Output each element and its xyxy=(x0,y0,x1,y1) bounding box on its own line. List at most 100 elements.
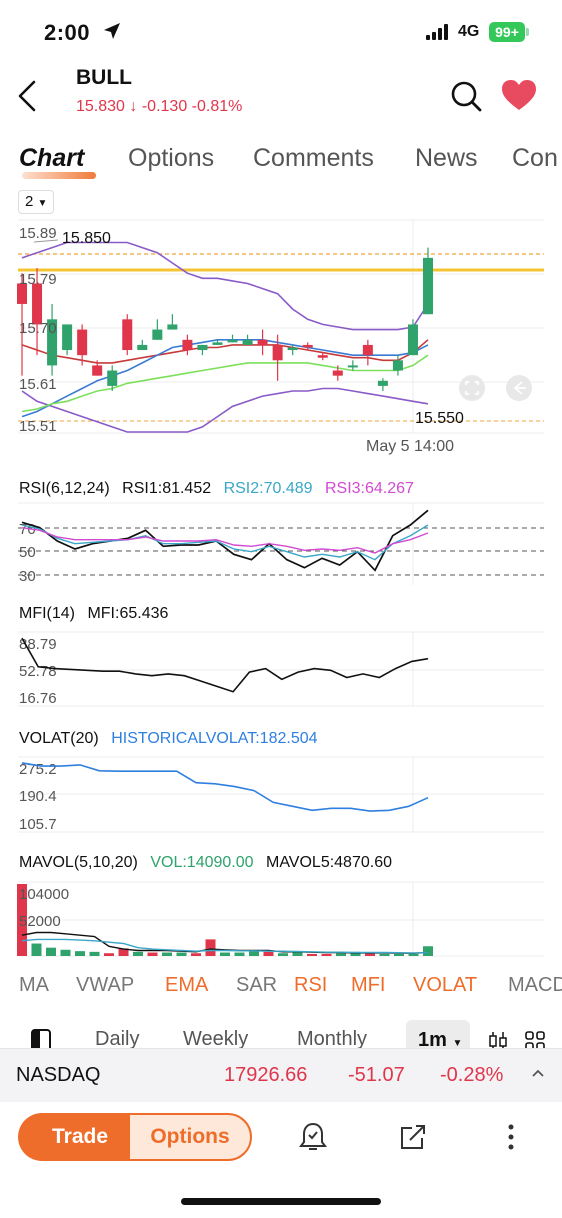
volume-bar-11 xyxy=(176,952,187,956)
volat-label: VOLAT(20) xyxy=(19,730,99,747)
volume-bar-17 xyxy=(263,951,274,956)
period-weekly[interactable]: Weekly xyxy=(183,1028,249,1050)
tab-comments[interactable]: Comments xyxy=(253,144,374,172)
status-time: 2:00 xyxy=(44,20,91,45)
volume-bar-20 xyxy=(307,953,317,956)
tab-options[interactable]: Options xyxy=(128,144,215,172)
fullscreen-icon[interactable] xyxy=(459,375,485,401)
heart-icon[interactable] xyxy=(500,78,538,112)
rsi-tick-50: 50 xyxy=(19,544,36,561)
candle-body-15 xyxy=(242,339,253,345)
price-alert-icon[interactable] xyxy=(296,1120,330,1154)
rsi-label: RSI(6,12,24) xyxy=(19,480,110,497)
volume-bar-1 xyxy=(31,943,42,956)
tab-chart[interactable]: Chart xyxy=(19,144,85,172)
volume-bar-3 xyxy=(60,949,71,956)
tab-news[interactable]: News xyxy=(415,144,478,172)
candle-body-11 xyxy=(182,339,193,351)
y-tick-1: 15.79 xyxy=(19,271,57,288)
candle-body-27 xyxy=(423,257,433,315)
detail-tabs: Chart Options Comments News Con xyxy=(0,138,562,186)
indicator-volat[interactable]: VOLAT xyxy=(413,974,478,996)
index-ticker-bar[interactable]: NASDAQ 17926.66 -51.07 -0.28% xyxy=(0,1048,562,1102)
y-tick-4: 15.51 xyxy=(19,418,57,435)
period-monthly[interactable]: Monthly xyxy=(297,1028,368,1050)
indicator-vwap[interactable]: VWAP xyxy=(76,974,135,996)
mavol-tick-0: 104000 xyxy=(19,886,69,903)
candle-body-21 xyxy=(332,370,343,376)
caret-down-icon: ▼ xyxy=(452,1038,463,1049)
stock-chart[interactable]: 15.89 15.79 15.70 15.61 15.51 15.850 15.… xyxy=(0,186,562,966)
trade-button[interactable]: Trade xyxy=(18,1113,142,1161)
indicator-ma[interactable]: MA xyxy=(19,974,49,996)
volume-bar-27 xyxy=(408,953,419,956)
tab-more[interactable]: Con xyxy=(512,144,558,172)
volume-bar-15 xyxy=(234,952,245,956)
volume-bar-21 xyxy=(321,953,332,956)
home-indicator xyxy=(181,1198,381,1205)
indicator-mfi[interactable]: MFI xyxy=(351,974,386,996)
indicator-macd[interactable]: MACD xyxy=(508,974,562,996)
search-icon[interactable] xyxy=(448,78,484,114)
low-label: 15.550 xyxy=(415,410,464,427)
period-daily[interactable]: Daily xyxy=(95,1028,140,1050)
candle-body-9 xyxy=(152,329,163,340)
chart-period-select[interactable]: 2 ▼ xyxy=(18,190,54,214)
collapse-icon[interactable] xyxy=(506,375,532,401)
candle-body-19 xyxy=(302,344,313,348)
volat-line xyxy=(21,762,429,812)
volume-bar-26 xyxy=(394,953,404,956)
volume-ma-line-MAVOL10 xyxy=(21,938,429,954)
volat-value: HISTORICALVOLAT:182.504 xyxy=(111,730,318,747)
price-change: -0.130 xyxy=(141,98,188,115)
volume-bar-23 xyxy=(350,951,361,956)
bottom-action-bar: Trade Options xyxy=(0,1102,562,1174)
candle-grid xyxy=(18,219,544,434)
index-value: 17926.66 xyxy=(224,1064,308,1086)
volat-tick-0: 275.2 xyxy=(19,761,57,778)
share-icon[interactable] xyxy=(396,1120,430,1154)
candle-body-6 xyxy=(107,370,118,386)
y-tick-0: 15.89 xyxy=(19,225,57,242)
candle-body-12 xyxy=(197,344,208,351)
price-change-pct: -0.81% xyxy=(191,98,243,115)
index-change-pct: -0.28% xyxy=(440,1064,504,1086)
volat-grid xyxy=(18,756,544,833)
indicator-bar: MA VWAP EMA SAR RSI MFI VOLAT MACD xyxy=(0,966,562,1006)
mfi-label: MFI(14) xyxy=(19,605,75,622)
candle-body-1 xyxy=(32,283,43,325)
volume-bar-16 xyxy=(249,951,259,956)
vol-value: VOL:14090.00 xyxy=(150,854,254,871)
indicator-sar[interactable]: SAR xyxy=(236,974,278,996)
candle-body-5 xyxy=(92,365,103,376)
ticker-symbol: BULL xyxy=(76,66,132,89)
options-button[interactable]: Options xyxy=(128,1113,252,1161)
volume-bar-2 xyxy=(46,947,56,956)
back-icon[interactable] xyxy=(14,78,44,114)
volat-tick-2: 105.7 xyxy=(19,816,57,833)
volume-bar-7 xyxy=(118,948,129,956)
rsi3-value: RSI3:64.267 xyxy=(324,480,414,497)
candle-body-13 xyxy=(212,342,223,345)
candles xyxy=(17,247,433,392)
mfi-value: MFI:65.436 xyxy=(87,605,169,622)
candle-body-25 xyxy=(392,360,403,371)
volume-bar-28 xyxy=(423,946,433,956)
candle-body-0 xyxy=(17,283,27,304)
index-name: NASDAQ xyxy=(16,1064,101,1086)
indicator-rsi[interactable]: RSI xyxy=(294,974,328,996)
chevron-up-icon[interactable] xyxy=(530,1065,546,1081)
line-ma-blue xyxy=(21,338,429,418)
candle-type-icon[interactable] xyxy=(488,1030,508,1052)
candle-body-14 xyxy=(227,339,238,343)
more-icon[interactable] xyxy=(494,1120,528,1154)
candle-body-24 xyxy=(377,380,388,386)
indicator-ema[interactable]: EMA xyxy=(165,974,209,996)
price-line: 15.830 ↓ -0.130 -0.81% xyxy=(76,98,242,116)
cursor-time: May 5 14:00 xyxy=(366,438,454,455)
volume-bar-24 xyxy=(365,953,375,956)
candle-overlay-lines xyxy=(21,241,429,433)
candle-body-2 xyxy=(47,319,58,366)
candle-body-4 xyxy=(77,329,88,356)
volume-bar-18 xyxy=(278,953,288,956)
